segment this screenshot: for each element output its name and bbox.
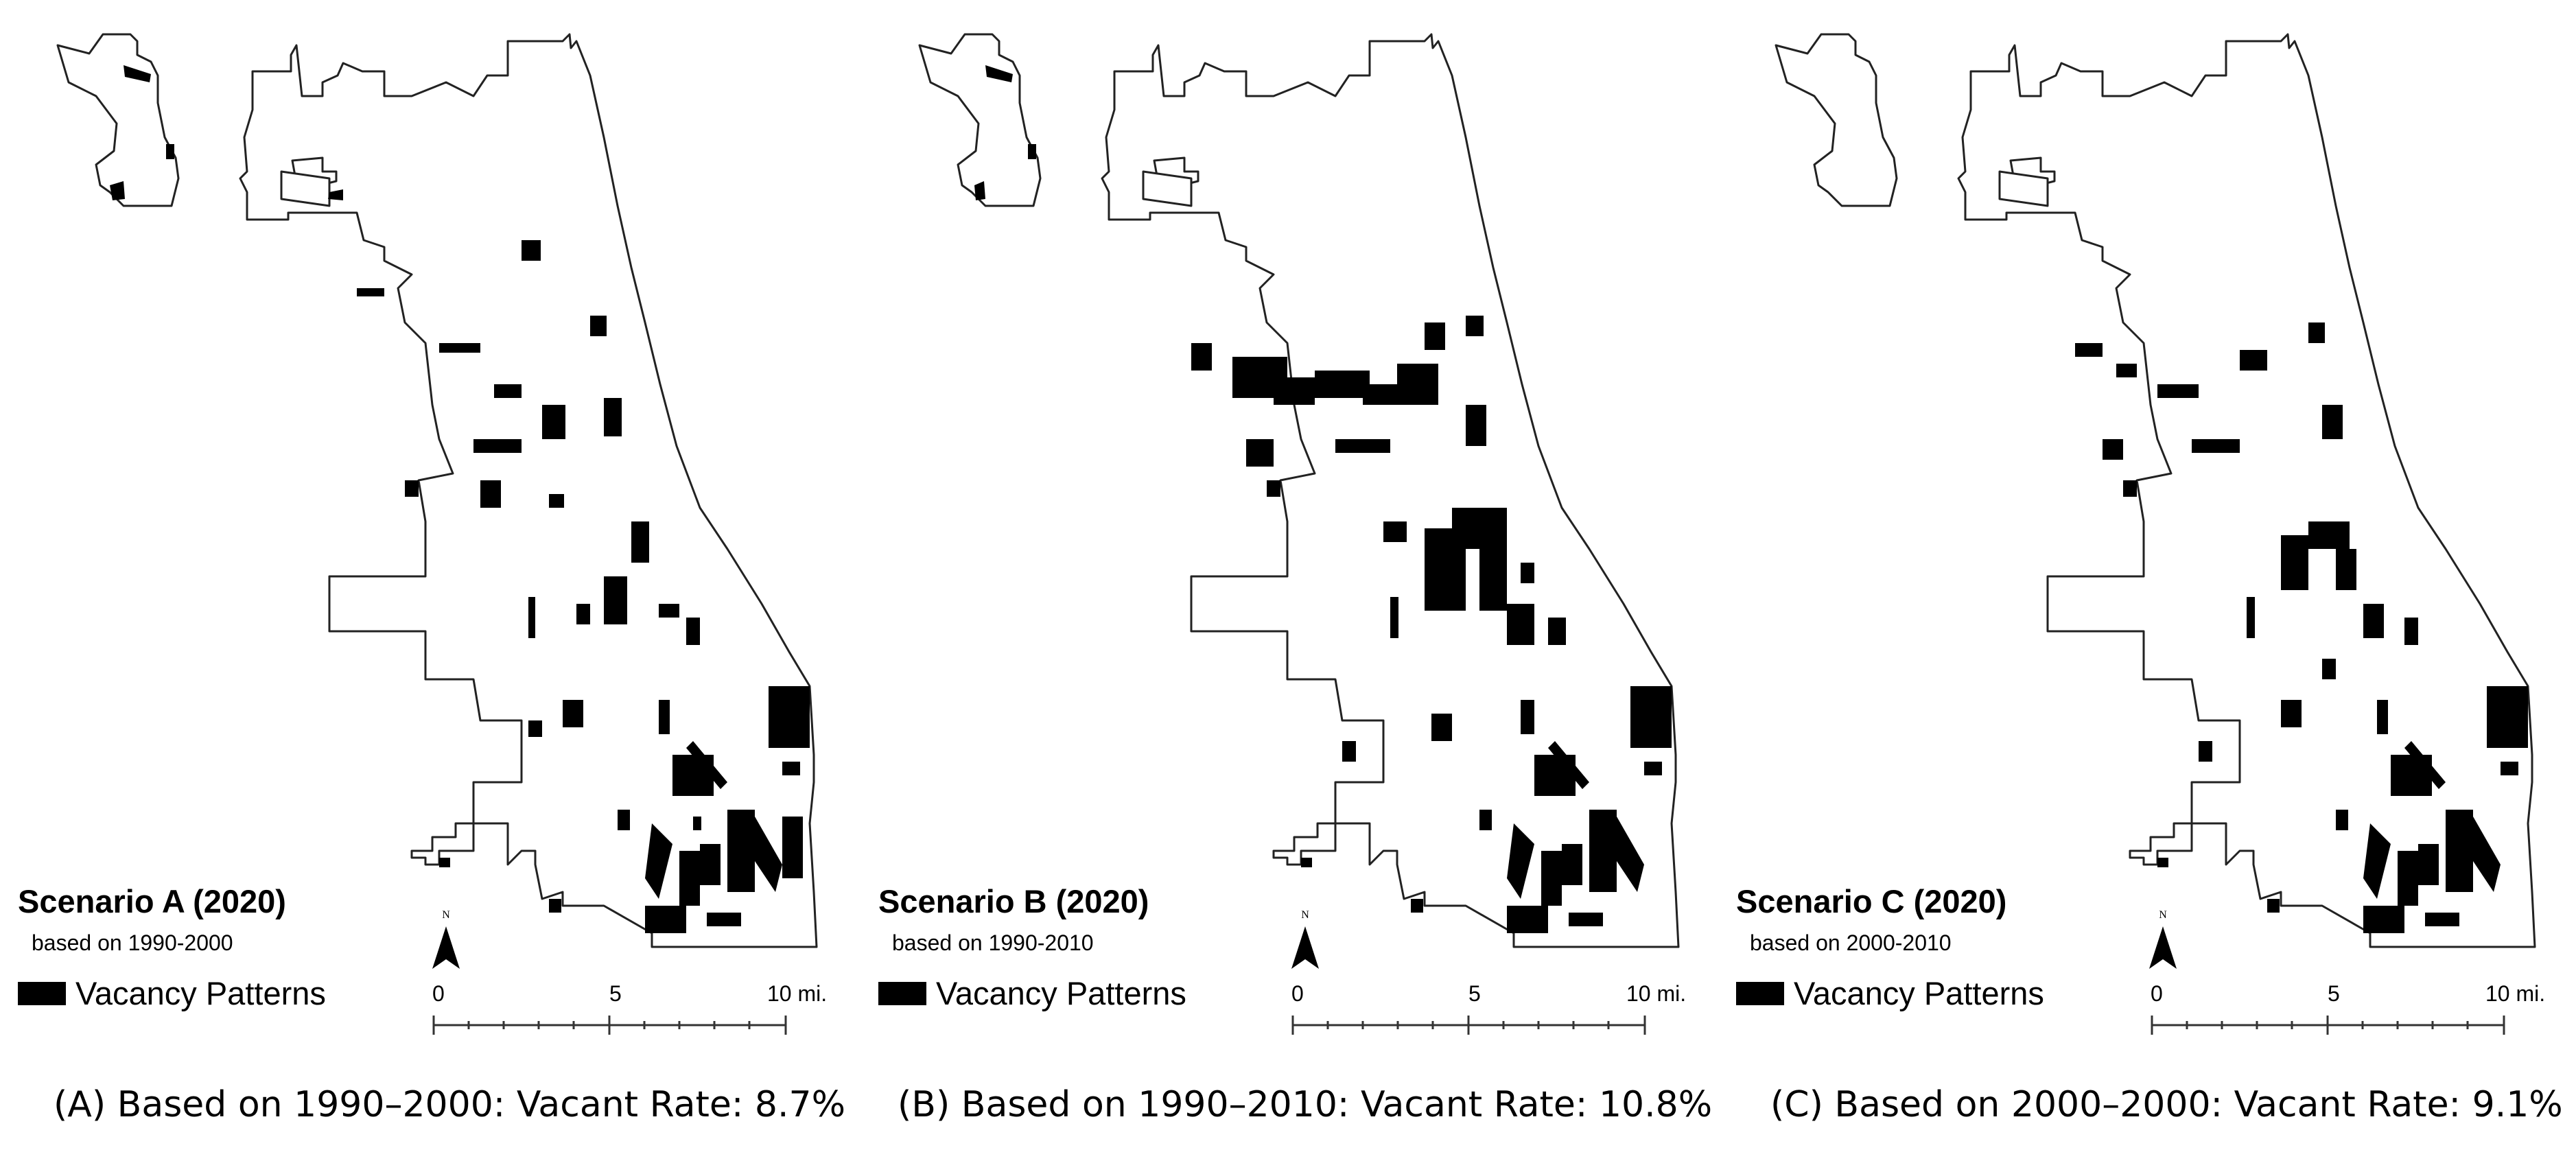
- legend: Vacancy Patterns: [1736, 974, 2044, 1012]
- scenario-subtitle: based on 1990-2010: [892, 930, 1094, 955]
- city-map-c: [1775, 33, 2536, 948]
- scale-bar: 0 5 10 mi.: [432, 981, 827, 1036]
- scenario-subtitle: based on 2000-2010: [1750, 930, 1952, 955]
- figure-caption: (C) Based on 2000–2000: Vacant Rate: 9.1…: [1770, 1084, 2563, 1125]
- north-arrow-icon: N: [2149, 909, 2177, 969]
- legend-swatch: [18, 981, 66, 1005]
- legend-label: Vacancy Patterns: [1794, 975, 2044, 1011]
- city-map-a: [56, 33, 818, 948]
- scale-label-5: 5: [1468, 981, 1481, 1006]
- map-panel-a: Scenario A (2020) based on 1990-2000 Vac…: [0, 0, 858, 1150]
- scale-label-0: 0: [432, 981, 445, 1006]
- scale-bar: 0 5 10 mi.: [1291, 981, 1686, 1036]
- scale-bar: 0 5 10 mi.: [2151, 981, 2545, 1036]
- legend-label: Vacancy Patterns: [936, 975, 1186, 1011]
- scenario-title: Scenario A (2020): [18, 883, 286, 919]
- figure-caption: (B) Based on 1990–2010: Vacant Rate: 10.…: [898, 1084, 1713, 1125]
- scale-label-10: 10 mi.: [2485, 981, 2546, 1006]
- north-label: N: [442, 909, 450, 921]
- scenario-title: Scenario C (2020): [1736, 883, 2007, 919]
- scenario-title: Scenario B (2020): [878, 883, 1149, 919]
- legend: Vacancy Patterns: [878, 974, 1186, 1012]
- legend-swatch: [878, 981, 926, 1005]
- legend: Vacancy Patterns: [18, 974, 326, 1012]
- scale-label-5: 5: [2328, 981, 2340, 1006]
- scenario-subtitle: based on 1990-2000: [32, 930, 233, 955]
- north-label: N: [1301, 909, 1309, 921]
- north-arrow-icon: N: [1291, 909, 1319, 969]
- map-panel-b: Scenario B (2020) based on 1990-2010 Vac…: [862, 0, 1720, 1150]
- city-map-b: [918, 33, 1680, 948]
- north-label: N: [2159, 909, 2167, 921]
- scale-label-5: 5: [609, 981, 622, 1006]
- legend-swatch: [1736, 981, 1784, 1005]
- scale-label-0: 0: [2151, 981, 2163, 1006]
- map-panel-c: Scenario C (2020) based on 2000-2010 Vac…: [1718, 0, 2576, 1150]
- scale-label-10: 10 mi.: [767, 981, 828, 1006]
- figure-caption: (A) Based on 1990–2000: Vacant Rate: 8.7…: [54, 1084, 845, 1125]
- scale-label-10: 10 mi.: [1626, 981, 1687, 1006]
- legend-label: Vacancy Patterns: [75, 975, 326, 1011]
- scale-label-0: 0: [1291, 981, 1304, 1006]
- north-arrow-icon: N: [432, 909, 460, 969]
